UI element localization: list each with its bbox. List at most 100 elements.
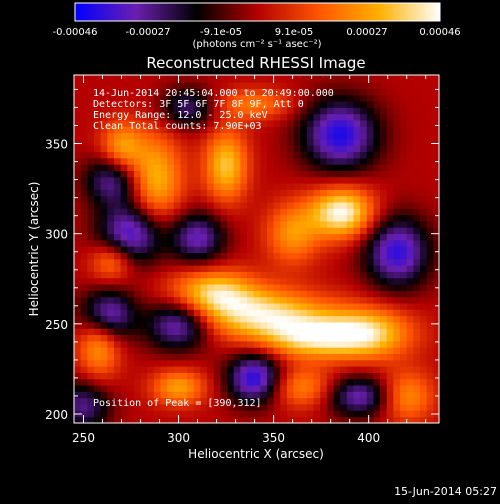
- heatmap-cell: [107, 410, 115, 418]
- heatmap-cell: [100, 385, 108, 392]
- heatmap-cell: [153, 195, 161, 203]
- heatmap-cell: [74, 183, 82, 190]
- heatmap-cell: [286, 315, 294, 323]
- heatmap-cell: [160, 183, 168, 190]
- heatmap-cell: [180, 189, 188, 197]
- heatmap-cell: [366, 75, 374, 83]
- heatmap-cell: [266, 145, 275, 153]
- heatmap-cell: [340, 246, 348, 254]
- heatmap-cell: [246, 416, 255, 424]
- heatmap-cell: [346, 372, 354, 380]
- heatmap-cell: [87, 195, 95, 203]
- heatmap-cell: [107, 113, 115, 121]
- heatmap-cell: [133, 258, 141, 266]
- heatmap-cell: [260, 145, 268, 153]
- heatmap-cell: [227, 202, 235, 209]
- heatmap-cell: [93, 88, 102, 96]
- heatmap-cell: [426, 164, 434, 171]
- heatmap-cell: [107, 353, 115, 361]
- heatmap-cell: [246, 113, 255, 121]
- heatmap-cell: [373, 214, 381, 222]
- heatmap-cell: [140, 385, 148, 392]
- colorbar-gradient: [74, 2, 441, 22]
- heatmap-cell: [419, 132, 428, 140]
- heatmap-cell: [220, 378, 228, 386]
- heatmap-cell: [160, 366, 168, 373]
- heatmap-cell: [306, 296, 314, 304]
- heatmap-cell: [153, 132, 161, 140]
- heatmap-cell: [80, 328, 88, 336]
- heatmap-cell: [133, 227, 141, 235]
- heatmap-cell: [100, 296, 108, 304]
- heatmap-cell: [160, 113, 168, 121]
- heatmap-cell: [193, 239, 201, 247]
- heatmap-cell: [386, 284, 394, 291]
- heatmap-cell: [313, 258, 321, 266]
- heatmap-cell: [93, 195, 102, 203]
- heatmap-cell: [113, 126, 121, 134]
- heatmap-cell: [386, 277, 394, 285]
- heatmap-cell: [320, 385, 328, 392]
- heatmap-cell: [120, 151, 128, 159]
- heatmap-cell: [147, 139, 155, 146]
- heatmap-cell: [273, 271, 281, 279]
- heatmap-cell: [260, 202, 268, 209]
- heatmap-cell: [426, 410, 434, 418]
- heatmap-cell: [93, 334, 102, 342]
- heatmap-cell: [160, 328, 168, 336]
- heatmap-cell: [353, 277, 361, 285]
- heatmap-cell: [386, 176, 394, 184]
- heatmap-cell: [240, 366, 248, 373]
- heatmap-cell: [133, 265, 141, 272]
- heatmap-cell: [320, 107, 328, 115]
- heatmap-cell: [333, 328, 341, 336]
- heatmap-cell: [133, 378, 141, 386]
- heatmap-cell: [360, 328, 368, 336]
- heatmap-cell: [74, 397, 82, 405]
- heatmap-cell: [113, 221, 121, 228]
- heatmap-cell: [167, 189, 175, 197]
- heatmap-cell: [147, 75, 155, 83]
- heatmap-cell: [93, 120, 102, 127]
- heatmap-cell: [400, 157, 408, 165]
- heatmap-cell: [200, 151, 208, 159]
- heatmap-cell: [74, 145, 82, 153]
- heatmap-cell: [306, 252, 314, 260]
- heatmap-cell: [306, 416, 314, 424]
- heatmap-cell: [280, 214, 288, 222]
- heatmap-cell: [187, 164, 195, 171]
- heatmap-cell: [160, 277, 168, 285]
- heatmap-cell: [107, 322, 115, 329]
- heatmap-cell: [340, 139, 348, 146]
- heatmap-cell: [426, 88, 434, 96]
- heatmap-cell: [353, 170, 361, 178]
- heatmap-cell: [200, 88, 208, 96]
- heatmap-cell: [373, 164, 381, 171]
- heatmap-cell: [413, 107, 421, 115]
- heatmap-cell: [266, 170, 275, 178]
- heatmap-cell: [133, 334, 141, 342]
- heatmap-cell: [419, 157, 428, 165]
- heatmap-cell: [240, 208, 248, 216]
- heatmap-cell: [333, 246, 341, 254]
- heatmap-cell: [220, 252, 228, 260]
- heatmap-cell: [220, 113, 228, 121]
- heatmap-cell: [406, 309, 414, 317]
- heatmap-cell: [320, 366, 328, 373]
- heatmap-cell: [87, 290, 95, 298]
- heatmap-cell: [386, 189, 394, 197]
- heatmap-cell: [227, 107, 235, 115]
- heatmap-cell: [433, 132, 440, 140]
- heatmap-cell: [260, 176, 268, 184]
- heatmap-cell: [113, 227, 121, 235]
- heatmap-cell: [127, 397, 135, 405]
- heatmap-cell: [286, 334, 294, 342]
- heatmap-cell: [340, 322, 348, 329]
- heatmap-cell: [406, 183, 414, 190]
- heatmap-cell: [180, 404, 188, 411]
- heatmap-cell: [173, 252, 181, 260]
- heatmap-cell: [200, 277, 208, 285]
- heatmap-cell: [266, 410, 275, 418]
- heatmap-cell: [127, 75, 135, 77]
- heatmap-cell: [127, 416, 135, 424]
